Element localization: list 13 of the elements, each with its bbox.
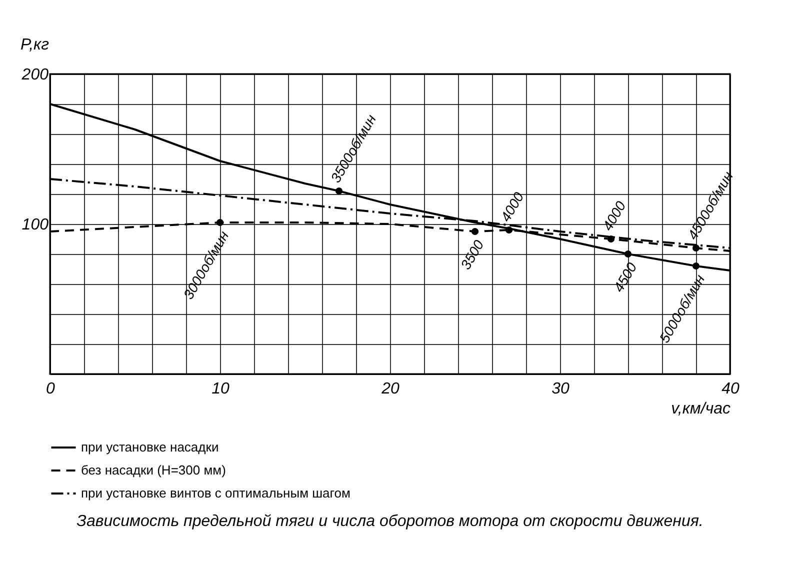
legend-label: без насадки (H=300 мм) [81,462,226,478]
y-tick-label: 200 [20,66,49,84]
y-tick-label: 100 [22,216,49,234]
x-tick-label: 20 [380,380,400,398]
legend-label: при установке винтов с оптимальным шагом [81,486,350,500]
legend-label: при установке насадки [81,440,219,454]
text: Зависимость предельной тяги и числа оборотов мотора от скорости движения. [76,513,704,530]
x-tick-label: 30 [552,380,570,398]
x-axis-title: v,км/час [671,400,730,418]
x-tick-label: 40 [722,380,740,398]
y-axis-title: P,кг [20,36,50,54]
x-tick-label: 0 [46,380,56,398]
x-tick-label: 10 [212,380,230,398]
